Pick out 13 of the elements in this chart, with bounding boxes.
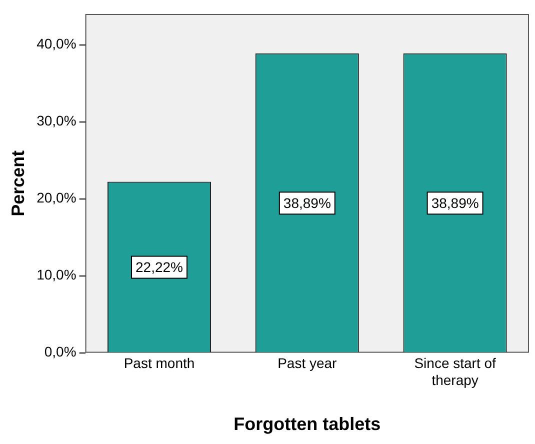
x-tick-label: Since start of therapy [414,355,496,388]
data-label: 38,89% [431,194,479,211]
x-tick-label: Past month [124,355,195,372]
data-label: 38,89% [283,194,331,211]
data-label: 22,22% [136,259,183,276]
y-tick-label: 40,0% [36,36,76,52]
y-axis-title: Percent [8,150,28,216]
y-tick-label: 30,0% [36,112,76,129]
y-tick-label: 0,0% [44,344,76,360]
x-axis-title: Forgotten tablets [234,414,381,434]
y-tick-label: 10,0% [36,266,76,283]
x-tick-label: Past year [278,355,338,372]
y-tick-label: 20,0% [36,190,76,206]
